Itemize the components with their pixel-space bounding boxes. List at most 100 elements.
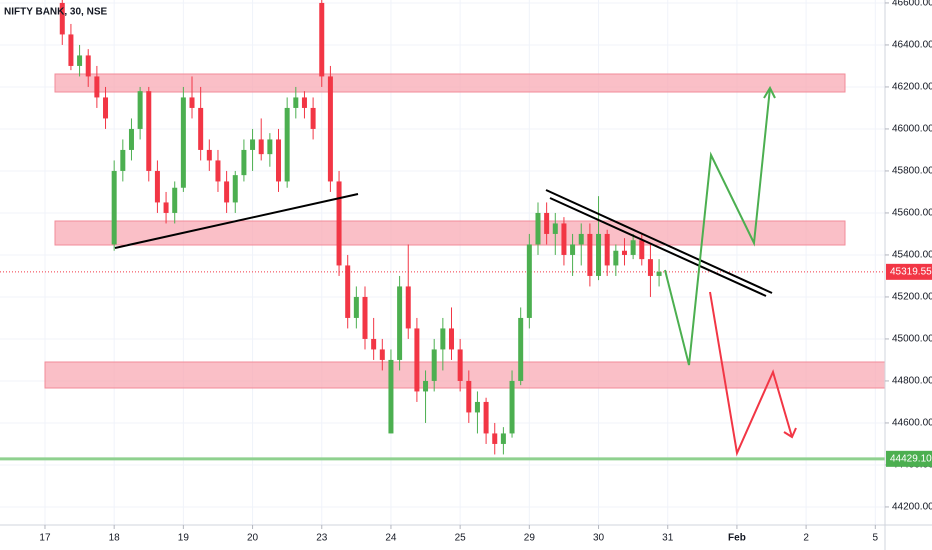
candle-body [293, 97, 299, 108]
candle-body [250, 139, 256, 150]
candle-body [518, 317, 524, 381]
candle-body [405, 286, 411, 329]
candle-body [535, 212, 541, 245]
candles [59, 0, 662, 455]
candle-body [120, 149, 126, 171]
candle-body [509, 380, 515, 434]
candle-body [362, 296, 368, 339]
x-tick-label: 5 [873, 533, 879, 544]
candle-body [215, 160, 221, 182]
x-tick-label: 31 [662, 533, 674, 544]
y-tick-label: 45800.00 [892, 166, 932, 177]
candle-body [388, 359, 394, 434]
candle-body [146, 91, 152, 171]
candle-body [241, 149, 247, 176]
arrow-head [783, 427, 797, 439]
candle-body [68, 34, 74, 66]
chart-title: NIFTY BANK, 30, NSE [4, 7, 107, 18]
trend-line [114, 193, 359, 249]
x-tick-label: 30 [593, 533, 605, 544]
y-tick-label: 44200.00 [892, 502, 932, 513]
candle-body [630, 240, 636, 255]
x-tick-label: 2 [803, 533, 809, 544]
candle-body [137, 91, 143, 129]
candle-body [397, 286, 403, 360]
candle-body [180, 97, 186, 188]
candle-body [423, 380, 429, 392]
x-tick-label: 24 [385, 533, 397, 544]
candle-body [440, 328, 446, 350]
candle-body [301, 97, 307, 108]
candle-body [154, 170, 160, 203]
candle-body [371, 338, 377, 350]
trend-line [549, 197, 767, 297]
y-tick-label: 44600.00 [892, 418, 932, 429]
y-tick-label: 46000.00 [892, 124, 932, 135]
candle-body [172, 187, 178, 213]
candle-body [77, 55, 83, 66]
candle-body [656, 271, 662, 276]
candle-body [94, 76, 100, 98]
candle-body [276, 139, 282, 182]
bull-projection [664, 87, 771, 366]
x-tick-label: 23 [316, 533, 328, 544]
candle-body [526, 244, 532, 318]
candle-body [267, 139, 273, 155]
y-tick-label: 46400.00 [892, 40, 932, 51]
candle-body [544, 212, 550, 234]
candle-body [198, 107, 204, 150]
candle-body [596, 233, 602, 276]
arrow-head [763, 85, 776, 99]
candle-body [284, 107, 290, 182]
y-tick-label: 45600.00 [892, 208, 932, 219]
candle-body [206, 149, 212, 161]
candle-body [604, 233, 610, 266]
y-tick-label: 44800.00 [892, 376, 932, 387]
candle-body [85, 55, 91, 77]
candle-body [492, 433, 498, 444]
candle-body [379, 349, 385, 360]
candle-body [103, 97, 109, 119]
candle-body [258, 139, 264, 155]
x-tick-label: 29 [524, 533, 536, 544]
candle-body [163, 202, 169, 213]
candle-body [59, 2, 65, 35]
y-tick-label: 45400.00 [892, 250, 932, 261]
bear-projection [709, 291, 793, 457]
trend-line [545, 189, 773, 294]
candle-body [570, 244, 576, 255]
candle-body [310, 107, 316, 129]
price-label: 45319.55 [890, 266, 932, 277]
x-tick-label: 20 [247, 533, 259, 544]
candle-body [353, 296, 359, 318]
candle-body [561, 223, 567, 255]
x-tick-label: 25 [455, 533, 467, 544]
candle-body [647, 259, 653, 276]
y-tick-label: 46600.00 [892, 0, 932, 9]
levels [0, 271, 885, 461]
candle-body [336, 181, 342, 266]
candle-body [466, 380, 472, 413]
price-label: 44429.10 [890, 453, 932, 464]
candle-body [128, 128, 134, 150]
candle-body [457, 349, 463, 381]
x-tick-label: 17 [39, 533, 51, 544]
candle-body [613, 250, 619, 266]
candle-body [587, 233, 593, 276]
price-label-box [886, 263, 932, 280]
candle-body [448, 328, 454, 350]
drawings [114, 85, 797, 457]
y-tick-label: 45000.00 [892, 334, 932, 345]
zone [54, 73, 846, 93]
candle-body [552, 223, 558, 234]
x-tick-label: Feb [728, 533, 746, 544]
candle-body [232, 175, 238, 203]
y-tick-label: 46200.00 [892, 82, 932, 93]
y-tick-label: 45200.00 [892, 292, 932, 303]
candle-body [474, 401, 480, 413]
candle-body [621, 250, 627, 255]
candle-body [224, 181, 230, 203]
candle-body [327, 76, 333, 182]
